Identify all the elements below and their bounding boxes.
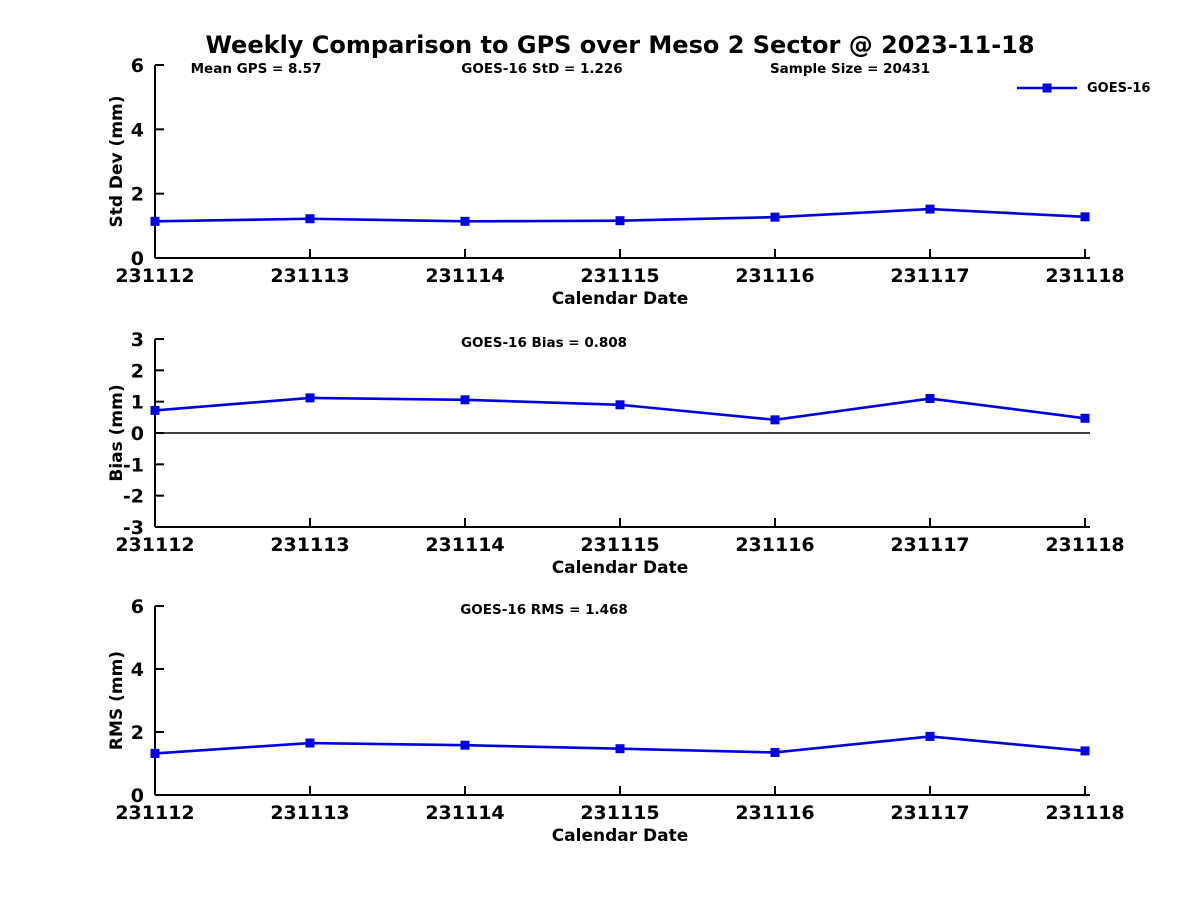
x-axis-label: Calendar Date [552, 826, 689, 846]
x-tick-label: 231112 [115, 802, 194, 824]
x-tick-label: 231115 [580, 802, 659, 824]
data-point-marker [925, 204, 935, 214]
stat-annotation: GOES-16 StD = 1.226 [461, 61, 622, 77]
data-point-marker [770, 212, 780, 222]
data-point-marker [460, 216, 470, 226]
y-tick-label: 2 [131, 360, 144, 382]
y-axis-label: Std Dev (mm) [107, 95, 127, 227]
x-tick-label: 231116 [735, 802, 814, 824]
y-tick-label: -1 [123, 454, 144, 476]
y-tick-label: 6 [131, 596, 144, 618]
legend-label: GOES-16 [1087, 80, 1151, 96]
data-point-marker [770, 415, 780, 425]
x-tick-label: 231113 [270, 802, 349, 824]
data-point-marker [460, 740, 470, 750]
y-tick-label: 3 [131, 329, 144, 351]
y-axis-label: RMS (mm) [107, 651, 127, 750]
data-point-marker [460, 395, 470, 405]
y-tick-label: 2 [131, 184, 144, 206]
legend-line-sample [1017, 83, 1077, 93]
figure-title: Weekly Comparison to GPS over Meso 2 Sec… [205, 31, 1035, 59]
y-tick-label: 0 [131, 785, 144, 807]
x-tick-label: 231117 [890, 265, 969, 287]
y-tick-label: 1 [131, 392, 144, 414]
x-tick-label: 231117 [890, 802, 969, 824]
y-tick-label: 2 [131, 722, 144, 744]
x-tick-label: 231116 [735, 534, 814, 556]
data-point-marker [925, 731, 935, 741]
data-point-marker [925, 394, 935, 404]
data-point-marker [150, 748, 160, 758]
data-point-marker [150, 216, 160, 226]
data-point-marker [615, 216, 625, 226]
data-point-marker [770, 747, 780, 757]
x-tick-label: 231115 [580, 265, 659, 287]
data-point-marker [615, 744, 625, 754]
data-point-marker [1080, 413, 1090, 423]
y-tick-label: 0 [131, 423, 144, 445]
x-tick-label: 231118 [1045, 534, 1124, 556]
data-point-marker [150, 405, 160, 415]
stat-annotation: Mean GPS = 8.57 [191, 61, 322, 77]
x-tick-label: 231118 [1045, 265, 1124, 287]
y-tick-label: 4 [131, 659, 144, 681]
x-tick-label: 231112 [115, 534, 194, 556]
data-point-marker [1080, 746, 1090, 756]
x-tick-label: 231114 [425, 802, 504, 824]
y-tick-label: 0 [131, 248, 144, 270]
data-point-marker [305, 738, 315, 748]
x-axis-label: Calendar Date [552, 289, 689, 309]
data-point-marker [305, 214, 315, 224]
x-tick-label: 231118 [1045, 802, 1124, 824]
x-tick-label: 231112 [115, 265, 194, 287]
x-tick-label: 231116 [735, 265, 814, 287]
stat-annotation: GOES-16 Bias = 0.808 [461, 335, 627, 351]
data-point-marker [615, 400, 625, 410]
stat-annotation: Sample Size = 20431 [770, 61, 930, 77]
data-point-marker [1080, 212, 1090, 222]
data-point-marker [305, 393, 315, 403]
x-tick-label: 231114 [425, 265, 504, 287]
legend: GOES-16 [1016, 79, 1150, 97]
x-tick-label: 231114 [425, 534, 504, 556]
x-tick-label: 231113 [270, 265, 349, 287]
x-tick-label: 231117 [890, 534, 969, 556]
y-tick-label: 6 [131, 55, 144, 77]
y-tick-label: 4 [131, 119, 144, 141]
stat-annotation: GOES-16 RMS = 1.468 [460, 602, 628, 618]
y-tick-label: -2 [123, 486, 144, 508]
y-axis-label: Bias (mm) [107, 384, 127, 481]
y-tick-label: -3 [123, 517, 144, 539]
x-tick-label: 231115 [580, 534, 659, 556]
x-tick-label: 231113 [270, 534, 349, 556]
x-axis-label: Calendar Date [552, 558, 689, 578]
legend-square-marker [1042, 83, 1052, 93]
